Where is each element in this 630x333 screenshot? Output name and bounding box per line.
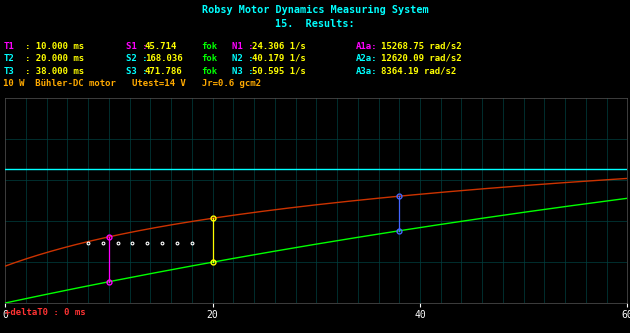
Text: : 20.000 ms: : 20.000 ms xyxy=(25,54,84,63)
Text: N3 :: N3 : xyxy=(232,67,253,76)
Text: fok: fok xyxy=(202,42,218,51)
Text: : 10.000 ms: : 10.000 ms xyxy=(25,42,84,51)
Text: T2: T2 xyxy=(3,54,14,63)
Text: A3a:: A3a: xyxy=(356,67,377,76)
Text: 15268.75 rad/s2: 15268.75 rad/s2 xyxy=(381,42,462,51)
Text: N2 :: N2 : xyxy=(232,54,253,63)
Text: +deltaT0 : 0 ms: +deltaT0 : 0 ms xyxy=(5,308,86,317)
Text: S2 :: S2 : xyxy=(126,54,147,63)
Text: S1 :: S1 : xyxy=(126,42,147,51)
Text: : 38.000 ms: : 38.000 ms xyxy=(25,67,84,76)
Text: 10 W  Bühler-DC motor   Utest=14 V   Jr=0.6 gcm2: 10 W Bühler-DC motor Utest=14 V Jr=0.6 g… xyxy=(3,79,261,88)
Text: N1 :: N1 : xyxy=(232,42,253,51)
Text: 24.306 1/s: 24.306 1/s xyxy=(252,42,306,51)
Text: fok: fok xyxy=(202,54,218,63)
Text: S3 :: S3 : xyxy=(126,67,147,76)
Text: 15.  Results:: 15. Results: xyxy=(275,19,355,29)
Text: T1: T1 xyxy=(3,42,14,51)
Text: 40.179 1/s: 40.179 1/s xyxy=(252,54,306,63)
Text: A2a:: A2a: xyxy=(356,54,377,63)
Text: 168.036: 168.036 xyxy=(145,54,183,63)
Text: 8364.19 rad/s2: 8364.19 rad/s2 xyxy=(381,67,456,76)
Text: 50.595 1/s: 50.595 1/s xyxy=(252,67,306,76)
Text: Robsy Motor Dynamics Measuring System: Robsy Motor Dynamics Measuring System xyxy=(202,5,428,15)
Text: A1a:: A1a: xyxy=(356,42,377,51)
Text: 12620.09 rad/s2: 12620.09 rad/s2 xyxy=(381,54,462,63)
Text: T3: T3 xyxy=(3,67,14,76)
Text: fok: fok xyxy=(202,67,218,76)
Text: 45.714: 45.714 xyxy=(145,42,177,51)
Text: 471.786: 471.786 xyxy=(145,67,183,76)
